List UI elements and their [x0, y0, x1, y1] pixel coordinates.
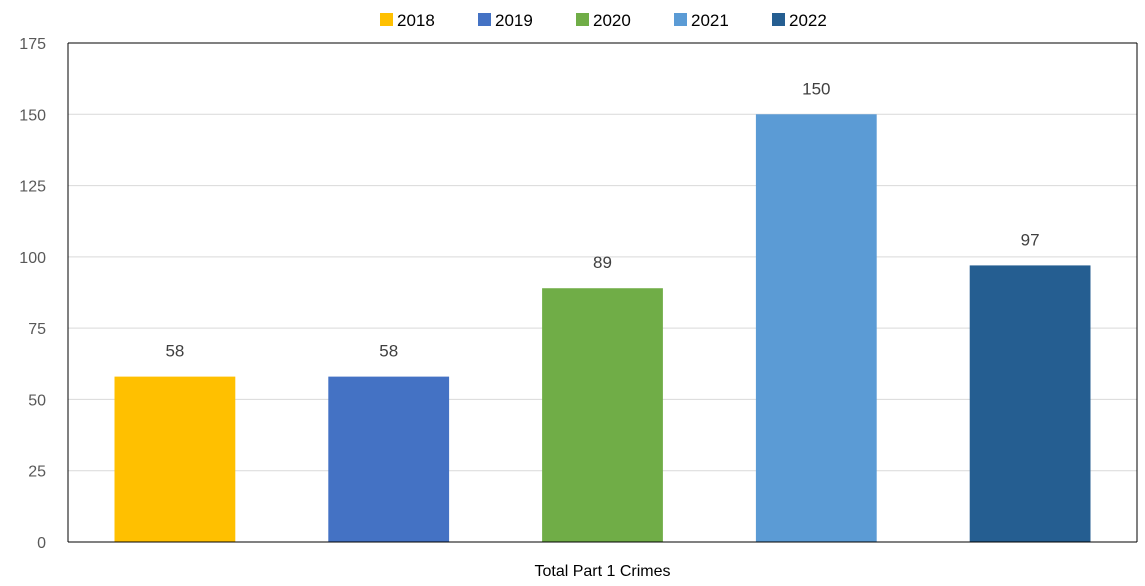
y-tick-label-0: 0: [37, 535, 46, 552]
bar-2019: [328, 376, 450, 542]
y-tick-label-50: 50: [28, 392, 46, 409]
legend-swatch-2020: [576, 13, 589, 26]
x-category-label: Total Part 1 Crimes: [534, 563, 670, 580]
legend-label-2022: 2022: [789, 11, 827, 30]
data-label-2019: 58: [379, 342, 398, 361]
legend-label-2021: 2021: [691, 11, 729, 30]
legend-label-2018: 2018: [397, 11, 435, 30]
x-axis-categories: Total Part 1 Crimes: [534, 563, 670, 580]
y-tick-label-125: 125: [19, 179, 46, 196]
data-label-2018: 58: [165, 342, 184, 361]
y-tick-label-175: 175: [19, 36, 46, 53]
legend-swatch-2018: [380, 13, 393, 26]
y-tick-label-25: 25: [28, 464, 46, 481]
data-label-2021: 150: [802, 79, 830, 98]
y-tick-label-100: 100: [19, 250, 46, 267]
legend-swatch-2021: [674, 13, 687, 26]
y-tick-label-75: 75: [28, 321, 46, 338]
legend-swatch-2019: [478, 13, 491, 26]
chart-legend: 2018 2019 2020 2021 2022: [380, 11, 827, 30]
bar-2020: [542, 288, 663, 542]
bar-2018: [114, 376, 236, 542]
data-label-2022: 97: [1021, 230, 1040, 249]
legend-label-2020: 2020: [593, 11, 631, 30]
y-tick-label-150: 150: [19, 107, 46, 124]
bar-2022: [969, 265, 1091, 542]
legend-label-2019: 2019: [495, 11, 533, 30]
legend-swatch-2022: [772, 13, 785, 26]
y-axis-ticks: 0 25 50 75 100 125 150 175: [19, 36, 46, 552]
axes: [67, 42, 1138, 543]
bars: [114, 114, 1091, 543]
data-label-2020: 89: [593, 253, 612, 272]
bar-2021: [755, 114, 877, 543]
data-labels: 58 58 89 150 97: [165, 79, 1039, 360]
